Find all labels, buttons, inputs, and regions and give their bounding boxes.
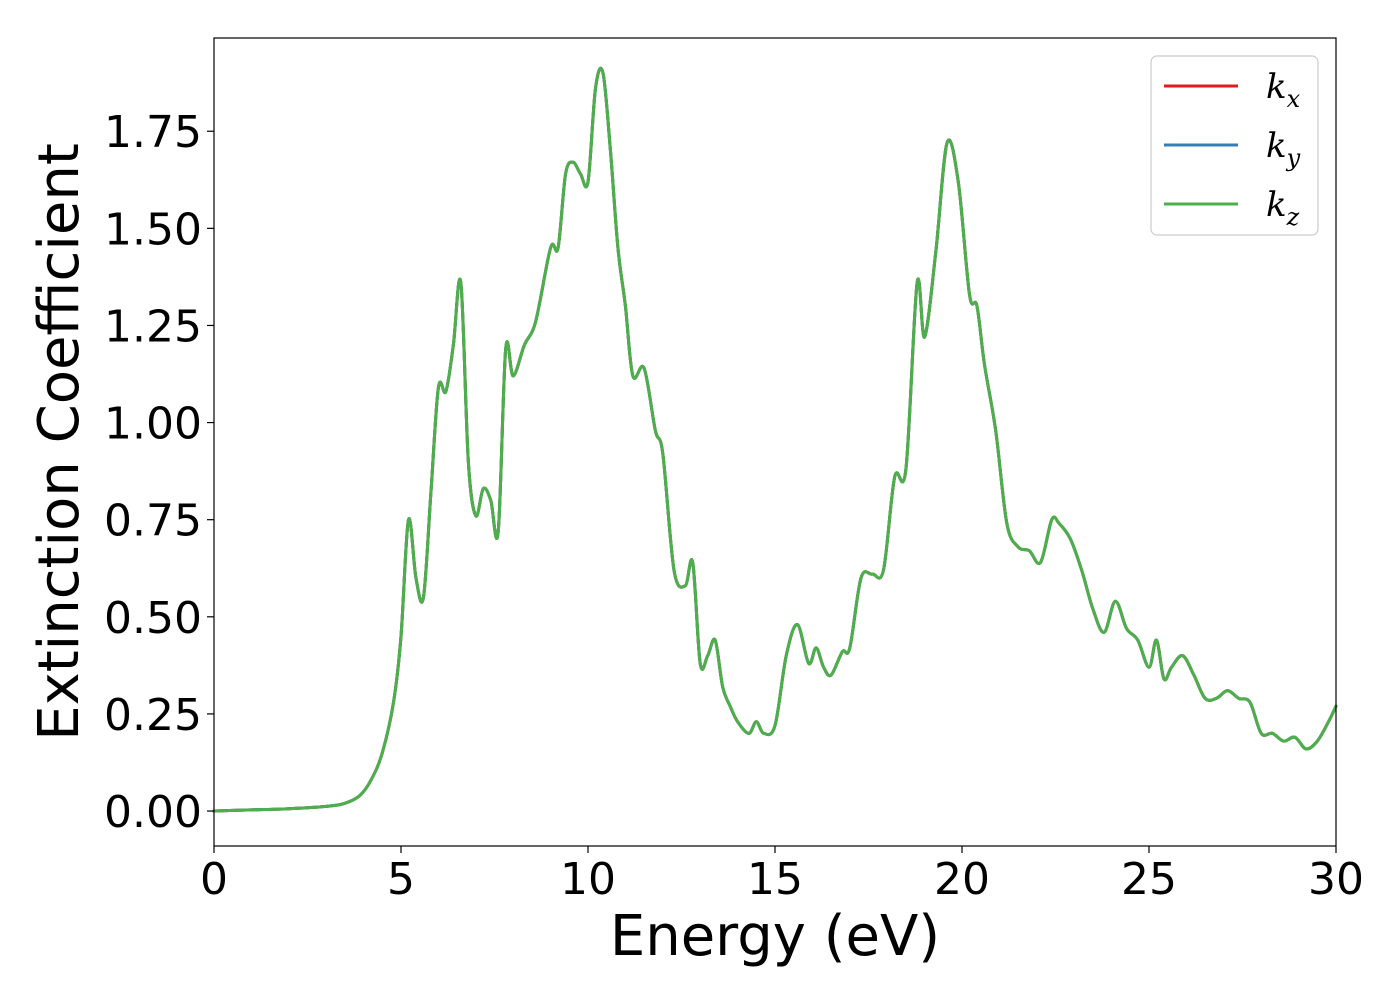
series-line-kz — [212, 66, 1338, 813]
x-tick-label: 25 — [1121, 854, 1177, 905]
series-layer — [212, 66, 1338, 813]
x-tick-label: 15 — [747, 854, 803, 905]
y-tick-label: 1.25 — [104, 301, 202, 352]
legend: kx ky kz — [1150, 55, 1319, 236]
y-tick-label: 0.00 — [104, 787, 202, 838]
x-tick-label: 30 — [1308, 854, 1364, 905]
y-tick-label: 1.50 — [104, 204, 202, 255]
y-tick-label: 1.00 — [104, 399, 202, 450]
x-tick-label: 10 — [560, 854, 616, 905]
y-tick-label: 0.25 — [104, 690, 202, 741]
legend-label-kx: kx — [1266, 67, 1301, 113]
x-axis-label: Energy (eV) — [610, 904, 940, 969]
legend-label-ky: ky — [1266, 126, 1301, 172]
y-tick-label: 0.75 — [104, 496, 202, 547]
x-tick-label: 5 — [387, 854, 415, 905]
x-tick-label: 20 — [934, 854, 990, 905]
y-tick-label: 1.75 — [104, 107, 202, 158]
x-tick-label: 0 — [200, 854, 228, 905]
y-axis-ticks: 0.00 0.25 0.50 0.75 1.00 1.25 1.50 1.75 — [104, 107, 214, 838]
y-tick-label: 0.50 — [104, 593, 202, 644]
legend-label-kz: kz — [1266, 185, 1300, 231]
y-axis-label: Extinction Coefficient — [27, 143, 92, 741]
x-axis-ticks: 0 5 10 15 20 25 30 — [200, 846, 1364, 905]
